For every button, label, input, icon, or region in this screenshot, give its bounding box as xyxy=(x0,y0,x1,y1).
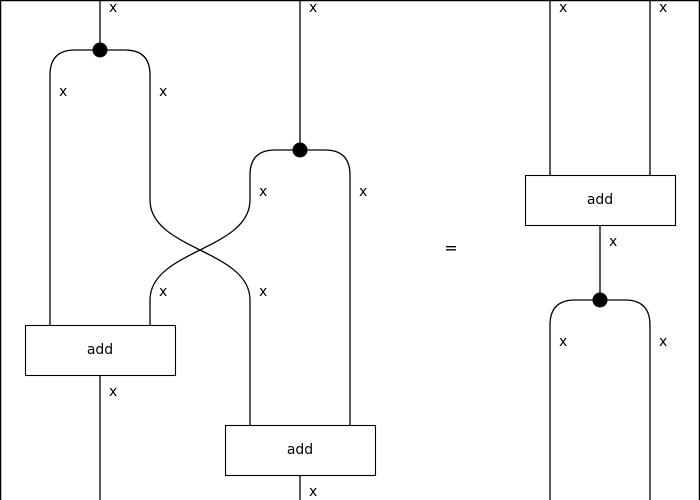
label-left-input-2: x xyxy=(309,0,317,16)
right-copy-node xyxy=(592,292,608,308)
label-copy-1-right: x xyxy=(159,84,167,100)
left-copy-node-1 xyxy=(92,42,108,58)
left-add-box-2-label: add xyxy=(287,442,313,458)
right-add-box xyxy=(524,174,677,227)
label-right-output-2: x xyxy=(659,334,667,350)
label-right-input-1: x xyxy=(559,0,567,16)
left-copy-node-2 xyxy=(292,142,308,158)
left-crossing-wire-b xyxy=(149,175,251,325)
label-right-input-2: x xyxy=(659,0,667,16)
left-add-box-1 xyxy=(24,324,177,377)
label-right-output-1: x xyxy=(559,334,567,350)
right-add-box-label: add xyxy=(587,192,613,208)
label-left-input-1: x xyxy=(109,0,117,16)
label-cross-right: x xyxy=(259,284,267,300)
left-copy-2-arc xyxy=(249,149,351,425)
left-copy-1-arc xyxy=(49,49,151,325)
label-left-output-1: x xyxy=(109,384,117,400)
left-add-box-1-label: add xyxy=(87,342,113,358)
label-right-middle: x xyxy=(609,234,617,250)
equals-sign: = xyxy=(444,239,457,258)
label-left-output-2: x xyxy=(309,484,317,500)
right-copy-arc xyxy=(549,299,651,500)
left-add-box-2 xyxy=(224,424,377,477)
label-copy-2-left: x xyxy=(259,184,267,200)
label-cross-left: x xyxy=(159,284,167,300)
label-copy-2-right: x xyxy=(359,184,367,200)
label-copy-1-left: x xyxy=(59,84,67,100)
